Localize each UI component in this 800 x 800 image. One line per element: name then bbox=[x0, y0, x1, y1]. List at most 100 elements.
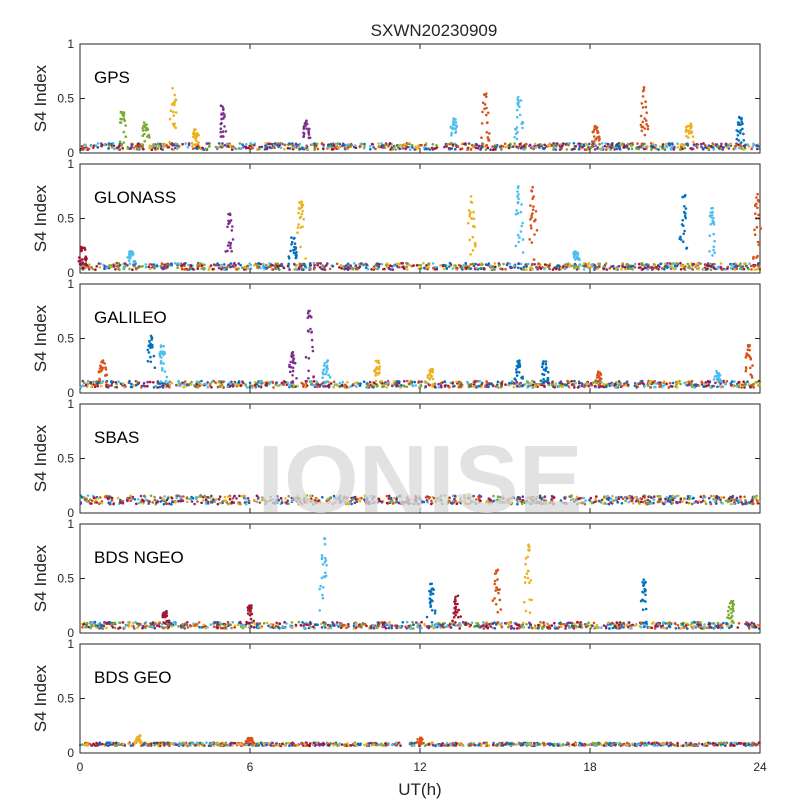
peak-point bbox=[530, 216, 533, 219]
data-point bbox=[679, 261, 682, 265]
data-point bbox=[304, 379, 308, 383]
peak-point bbox=[738, 123, 742, 126]
data-point bbox=[715, 495, 719, 498]
peak-point bbox=[748, 344, 752, 347]
peak-point bbox=[304, 257, 307, 260]
data-point bbox=[258, 145, 262, 149]
peak-point bbox=[304, 124, 307, 127]
data-point bbox=[533, 142, 537, 146]
data-point bbox=[674, 495, 677, 499]
peak-point bbox=[516, 186, 520, 190]
data-point bbox=[398, 262, 401, 266]
data-point bbox=[137, 501, 141, 505]
peak-point bbox=[328, 376, 332, 379]
peak-point bbox=[471, 249, 475, 252]
data-point bbox=[108, 502, 111, 506]
data-point bbox=[200, 267, 203, 270]
data-point bbox=[394, 148, 398, 151]
data-point bbox=[345, 264, 348, 267]
data-point bbox=[85, 497, 88, 501]
peak-point bbox=[517, 193, 520, 196]
data-point bbox=[163, 143, 166, 146]
data-point bbox=[311, 143, 314, 146]
peak-point bbox=[310, 315, 313, 319]
data-point bbox=[283, 147, 286, 151]
data-point bbox=[374, 147, 377, 151]
peak-point bbox=[83, 248, 87, 251]
data-point bbox=[336, 384, 340, 388]
peak-point bbox=[517, 99, 520, 102]
data-point bbox=[286, 146, 290, 150]
peak-point bbox=[160, 352, 164, 355]
data-point bbox=[133, 147, 136, 151]
data-point bbox=[212, 263, 216, 266]
data-point bbox=[451, 143, 455, 146]
data-point bbox=[682, 267, 686, 270]
data-point bbox=[156, 500, 159, 504]
data-point bbox=[673, 264, 677, 268]
data-point bbox=[86, 382, 90, 386]
data-point bbox=[398, 147, 402, 151]
data-point bbox=[204, 147, 208, 150]
data-point bbox=[598, 142, 601, 146]
data-point bbox=[165, 502, 168, 506]
y-tick-label: 1 bbox=[67, 157, 74, 171]
peak-point bbox=[515, 108, 519, 112]
data-point bbox=[521, 145, 524, 148]
data-point bbox=[675, 500, 678, 504]
data-point bbox=[477, 263, 480, 267]
data-point bbox=[673, 262, 677, 265]
data-point bbox=[198, 380, 201, 384]
data-point bbox=[78, 622, 82, 625]
data-point bbox=[101, 381, 104, 384]
data-point bbox=[531, 626, 534, 630]
data-point bbox=[546, 143, 550, 147]
data-point bbox=[517, 262, 520, 266]
data-point bbox=[180, 499, 184, 503]
data-point bbox=[679, 148, 682, 151]
data-point bbox=[508, 143, 511, 147]
data-point bbox=[349, 385, 352, 388]
data-point bbox=[646, 268, 650, 271]
data-point bbox=[589, 382, 593, 385]
peak-point bbox=[173, 93, 177, 97]
peak-point bbox=[326, 380, 330, 384]
data-point bbox=[411, 384, 415, 388]
peak-point bbox=[739, 131, 742, 135]
data-point bbox=[462, 263, 466, 267]
data-point bbox=[730, 380, 734, 383]
peak-point bbox=[378, 365, 382, 368]
data-point bbox=[614, 381, 618, 384]
data-point bbox=[362, 380, 366, 384]
data-point bbox=[646, 384, 650, 387]
data-point bbox=[196, 500, 199, 503]
peak-point bbox=[103, 362, 106, 365]
peak-point bbox=[289, 360, 293, 364]
peak-point bbox=[748, 348, 751, 352]
data-point bbox=[649, 385, 652, 389]
y-tick-label: 0 bbox=[67, 146, 74, 160]
data-point bbox=[425, 264, 428, 267]
data-point bbox=[211, 267, 215, 271]
data-point bbox=[290, 381, 293, 384]
data-point bbox=[180, 264, 184, 267]
peak-point bbox=[689, 122, 692, 125]
peak-point bbox=[515, 137, 519, 141]
peak-point bbox=[592, 135, 596, 138]
data-point bbox=[312, 261, 316, 265]
data-point bbox=[377, 145, 381, 148]
data-point bbox=[582, 143, 586, 146]
data-point bbox=[148, 625, 152, 629]
data-point bbox=[170, 381, 174, 385]
peak-point bbox=[521, 121, 525, 124]
data-point bbox=[170, 147, 174, 151]
data-point bbox=[600, 498, 604, 502]
data-point bbox=[719, 265, 723, 269]
data-point bbox=[210, 494, 213, 498]
data-point bbox=[358, 145, 362, 148]
peak-point bbox=[307, 369, 310, 373]
peak-point bbox=[515, 209, 518, 212]
data-point bbox=[113, 147, 116, 151]
data-point bbox=[550, 624, 554, 627]
data-point bbox=[732, 502, 736, 506]
